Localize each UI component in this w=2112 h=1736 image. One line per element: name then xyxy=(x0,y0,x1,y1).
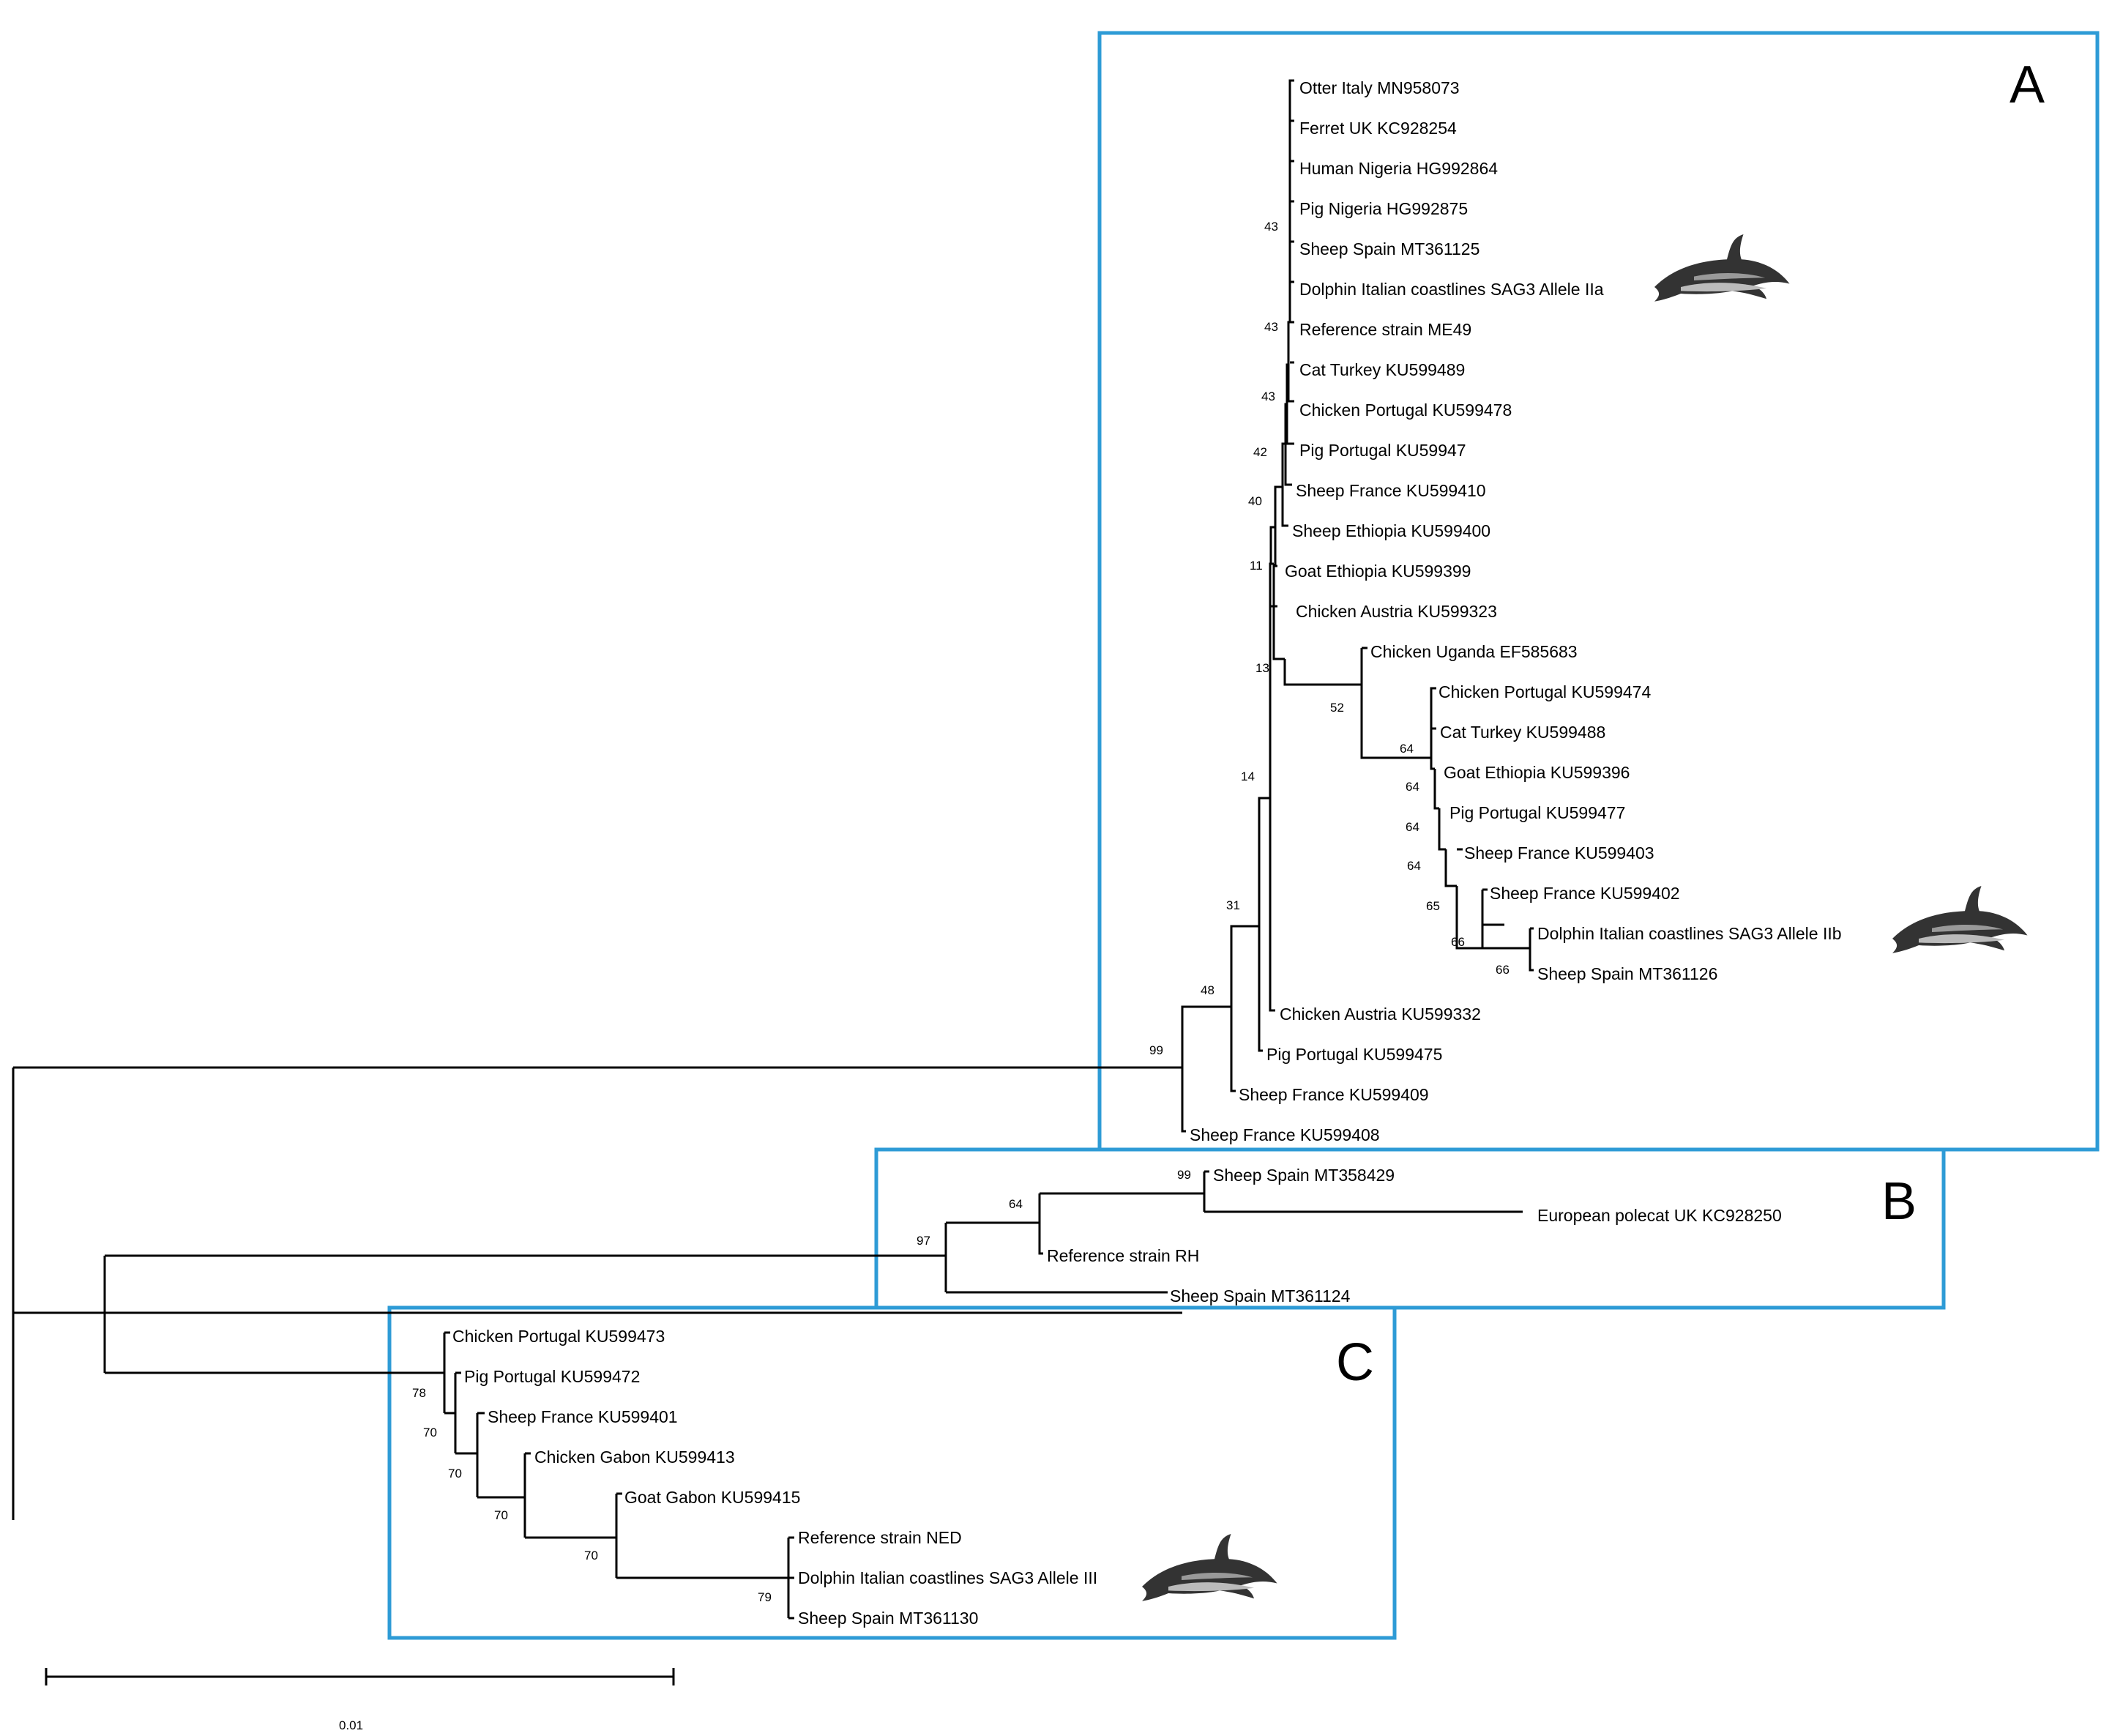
leaf-label: Sheep France KU599409 xyxy=(1239,1085,1429,1104)
bootstrap-value: 13 xyxy=(1255,661,1269,675)
bootstrap-value: 42 xyxy=(1253,445,1267,459)
clade-box-c: C xyxy=(387,1305,1397,1640)
leaf-label: Chicken Austria KU599332 xyxy=(1280,1005,1481,1024)
bootstrap-labels: 43 43 43 42 40 11 13 52 64 64 64 64 65 66 66 14 31 48 99 99… xyxy=(412,220,1510,1604)
bootstrap-value: 14 xyxy=(1241,770,1255,783)
clade-label-a: A xyxy=(2010,56,2045,114)
leaf-label: Chicken Gabon KU599413 xyxy=(534,1448,735,1467)
leaf-label: Goat Gabon KU599415 xyxy=(624,1488,800,1507)
bootstrap-value: 70 xyxy=(584,1549,598,1562)
bootstrap-value: 64 xyxy=(1406,820,1419,834)
bootstrap-value: 70 xyxy=(448,1467,462,1480)
leaf-label: Reference strain NED xyxy=(798,1528,962,1547)
leaf-label: Reference strain ME49 xyxy=(1299,320,1471,339)
leaf-label: Pig Nigeria HG992875 xyxy=(1299,199,1468,218)
leaf-label: Pig Portugal KU599477 xyxy=(1449,803,1625,822)
leaf-label: Sheep Spain MT361126 xyxy=(1537,964,1717,983)
bootstrap-value: 43 xyxy=(1264,320,1278,334)
leaf-label: European polecat UK KC928250 xyxy=(1537,1206,1782,1225)
bootstrap-value: 31 xyxy=(1226,898,1240,912)
bootstrap-value: 78 xyxy=(412,1386,426,1400)
bootstrap-value: 64 xyxy=(1009,1197,1023,1211)
bootstrap-value: 11 xyxy=(1250,559,1263,573)
leaf-label: Sheep France KU599403 xyxy=(1464,843,1654,863)
leaf-label: Pig Portugal KU59947 xyxy=(1299,441,1466,460)
leaf-label: Chicken Uganda EF585683 xyxy=(1370,642,1578,661)
bootstrap-value: 70 xyxy=(423,1426,437,1439)
bootstrap-value: 79 xyxy=(758,1590,772,1604)
leaf-label: Pig Portugal KU599472 xyxy=(464,1367,640,1386)
clade-label-c: C xyxy=(1336,1333,1374,1392)
scale-bar: 0.01 xyxy=(45,1668,675,1732)
bootstrap-value: 66 xyxy=(1451,935,1465,949)
leaf-label: Goat Ethiopia KU599399 xyxy=(1285,562,1471,581)
bootstrap-value: 43 xyxy=(1261,390,1275,403)
scale-bar-label: 0.01 xyxy=(339,1718,363,1732)
bootstrap-value: 97 xyxy=(917,1234,930,1248)
leaf-label: Pig Portugal KU599475 xyxy=(1266,1045,1442,1064)
bootstrap-value: 99 xyxy=(1149,1043,1163,1057)
leaf-label: Sheep France KU599408 xyxy=(1190,1125,1380,1144)
leaf-label: Chicken Portugal KU599474 xyxy=(1439,682,1651,701)
leaf-label: Cat Turkey KU599489 xyxy=(1299,360,1465,379)
leaf-label: Sheep Spain MT358429 xyxy=(1213,1166,1395,1185)
clade-box-b: B xyxy=(874,1147,1946,1310)
leaf-labels: Otter Italy MN958073 Ferret UK KC928254 Hu… xyxy=(452,78,1842,1628)
leaf-label: Cat Turkey KU599488 xyxy=(1440,723,1605,742)
leaf-label: Sheep France KU599410 xyxy=(1296,481,1486,500)
leaf-label: Sheep France KU599402 xyxy=(1490,884,1680,903)
bootstrap-value: 66 xyxy=(1496,963,1510,977)
leaf-label: Otter Italy MN958073 xyxy=(1299,78,1460,97)
clade-label-b: B xyxy=(1881,1172,1917,1231)
bootstrap-value: 65 xyxy=(1426,899,1440,913)
leaf-label: Dolphin Italian coastlines SAG3 Allele I… xyxy=(1299,280,1604,299)
leaf-label: Reference strain RH xyxy=(1047,1246,1199,1265)
leaf-label: Chicken Austria KU599323 xyxy=(1296,602,1497,621)
bootstrap-value: 64 xyxy=(1406,780,1419,794)
leaf-label: Chicken Portugal KU599478 xyxy=(1299,401,1512,420)
leaf-label: Human Nigeria HG992864 xyxy=(1299,159,1498,178)
bootstrap-value: 70 xyxy=(494,1508,508,1522)
bootstrap-value: 99 xyxy=(1177,1168,1191,1182)
dolphin-image-iii xyxy=(1142,1534,1277,1601)
bootstrap-value: 40 xyxy=(1248,494,1262,508)
dolphin-image-iia xyxy=(1654,234,1790,302)
bootstrap-value: 48 xyxy=(1201,983,1214,997)
bootstrap-value: 64 xyxy=(1407,859,1421,873)
leaf-label: Sheep Ethiopia KU599400 xyxy=(1292,521,1490,540)
leaf-label: Sheep Spain MT361125 xyxy=(1299,239,1479,258)
bootstrap-value: 64 xyxy=(1400,742,1414,756)
leaf-label: Sheep Spain MT361124 xyxy=(1170,1286,1351,1305)
leaf-label: Goat Ethiopia KU599396 xyxy=(1444,763,1630,782)
leaf-label: Sheep France KU599401 xyxy=(488,1407,678,1426)
dolphin-image-iib xyxy=(1892,886,2028,953)
bootstrap-value: 52 xyxy=(1330,701,1344,715)
leaf-label: Dolphin Italian coastlines SAG3 Allele I… xyxy=(798,1568,1097,1587)
leaf-label: Ferret UK KC928254 xyxy=(1299,119,1457,138)
leaf-label: Chicken Portugal KU599473 xyxy=(452,1327,665,1346)
tree-branches xyxy=(12,79,1534,1620)
bootstrap-value: 43 xyxy=(1264,220,1278,234)
leaf-label: Sheep Spain MT361130 xyxy=(798,1609,978,1628)
leaf-label: Dolphin Italian coastlines SAG3 Allele I… xyxy=(1537,924,1842,943)
